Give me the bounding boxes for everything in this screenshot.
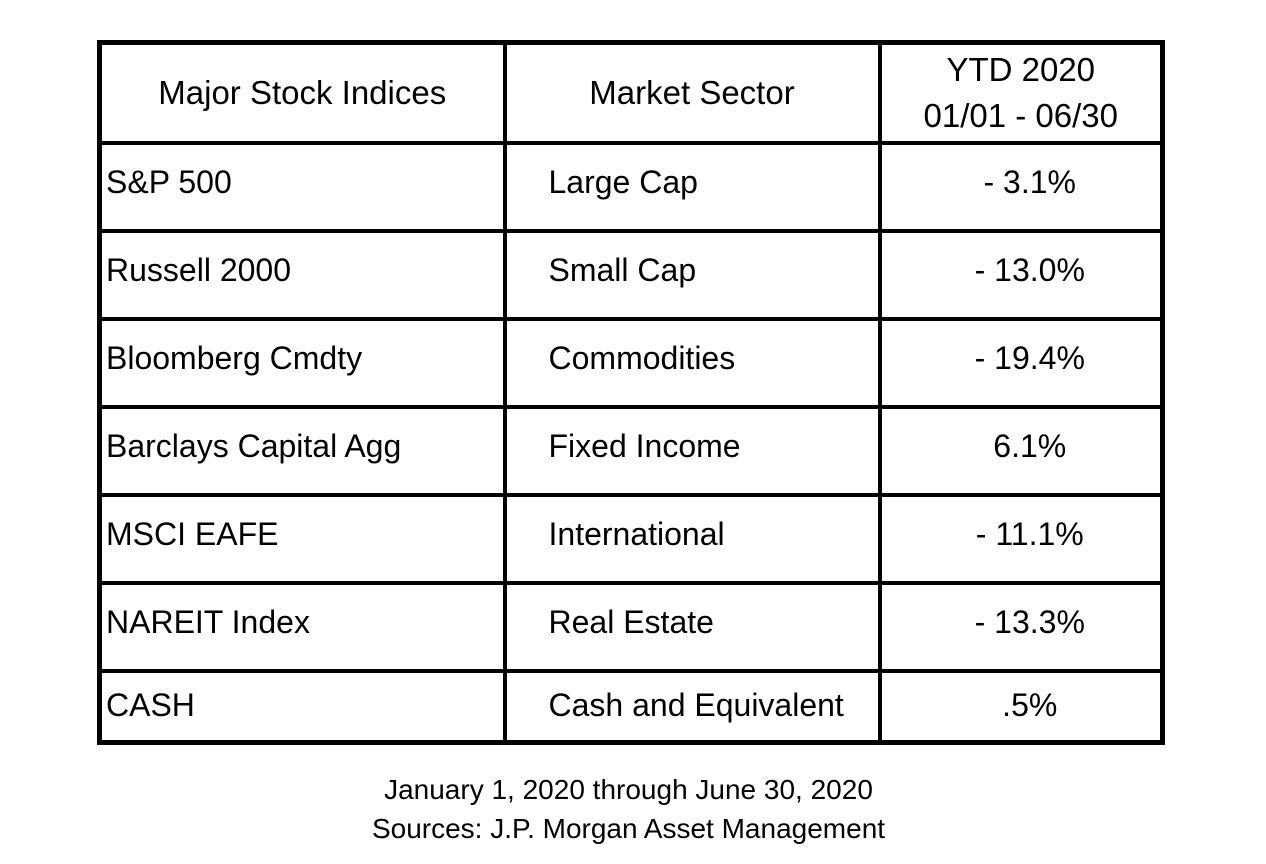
- ytd-value-cell: - 19.4%: [877, 316, 1165, 409]
- index-name-cell: CASH: [97, 668, 507, 745]
- index-name-cell: NAREIT Index: [97, 580, 507, 673]
- header-major-stock-indices: Major Stock Indices: [97, 40, 507, 145]
- table-row: NAREIT Index Real Estate - 13.3%: [97, 580, 1165, 673]
- header-label: Major Stock Indices: [158, 73, 447, 111]
- market-sector-cell: Large Cap: [502, 140, 882, 233]
- ytd-value-cell: 6.1%: [877, 404, 1165, 497]
- table-row: CASH Cash and Equivalent .5%: [97, 668, 1165, 745]
- market-sector-cell: Fixed Income: [502, 404, 882, 497]
- header-label: Market Sector: [589, 73, 795, 111]
- header-ytd-line2: 01/01 - 06/30: [923, 96, 1119, 134]
- index-name-cell: Barclays Capital Agg: [97, 404, 507, 497]
- ytd-value-cell: .5%: [877, 668, 1165, 745]
- market-sector-cell: Cash and Equivalent: [502, 668, 882, 745]
- ytd-value-cell: - 13.0%: [877, 228, 1165, 321]
- index-name-cell: Russell 2000: [97, 228, 507, 321]
- table-row: Bloomberg Cmdty Commodities - 19.4%: [97, 316, 1165, 409]
- market-sector-cell: Commodities: [502, 316, 882, 409]
- table-caption: January 1, 2020 through June 30, 2020 So…: [97, 770, 1160, 848]
- index-name-cell: MSCI EAFE: [97, 492, 507, 585]
- table-row: Barclays Capital Agg Fixed Income 6.1%: [97, 404, 1165, 497]
- market-sector-cell: Small Cap: [502, 228, 882, 321]
- table-row: MSCI EAFE International - 11.1%: [97, 492, 1165, 585]
- ytd-value-cell: - 3.1%: [877, 140, 1165, 233]
- stock-indices-table: Major Stock Indices Market Sector YTD 20…: [97, 40, 1165, 745]
- index-name-cell: Bloomberg Cmdty: [97, 316, 507, 409]
- index-name-cell: S&P 500: [97, 140, 507, 233]
- market-sector-cell: International: [502, 492, 882, 585]
- header-ytd-line1: YTD 2020: [946, 50, 1096, 88]
- table-row: Russell 2000 Small Cap - 13.0%: [97, 228, 1165, 321]
- ytd-value-cell: - 13.3%: [877, 580, 1165, 673]
- header-market-sector: Market Sector: [502, 40, 882, 145]
- caption-date-range: January 1, 2020 through June 30, 2020: [384, 774, 873, 805]
- market-sector-cell: Real Estate: [502, 580, 882, 673]
- ytd-value-cell: - 11.1%: [877, 492, 1165, 585]
- table-row: S&P 500 Large Cap - 3.1%: [97, 140, 1165, 233]
- table-header-row: Major Stock Indices Market Sector YTD 20…: [97, 40, 1165, 145]
- header-ytd-2020: YTD 2020 01/01 - 06/30: [877, 40, 1165, 145]
- caption-sources: Sources: J.P. Morgan Asset Management: [371, 813, 886, 844]
